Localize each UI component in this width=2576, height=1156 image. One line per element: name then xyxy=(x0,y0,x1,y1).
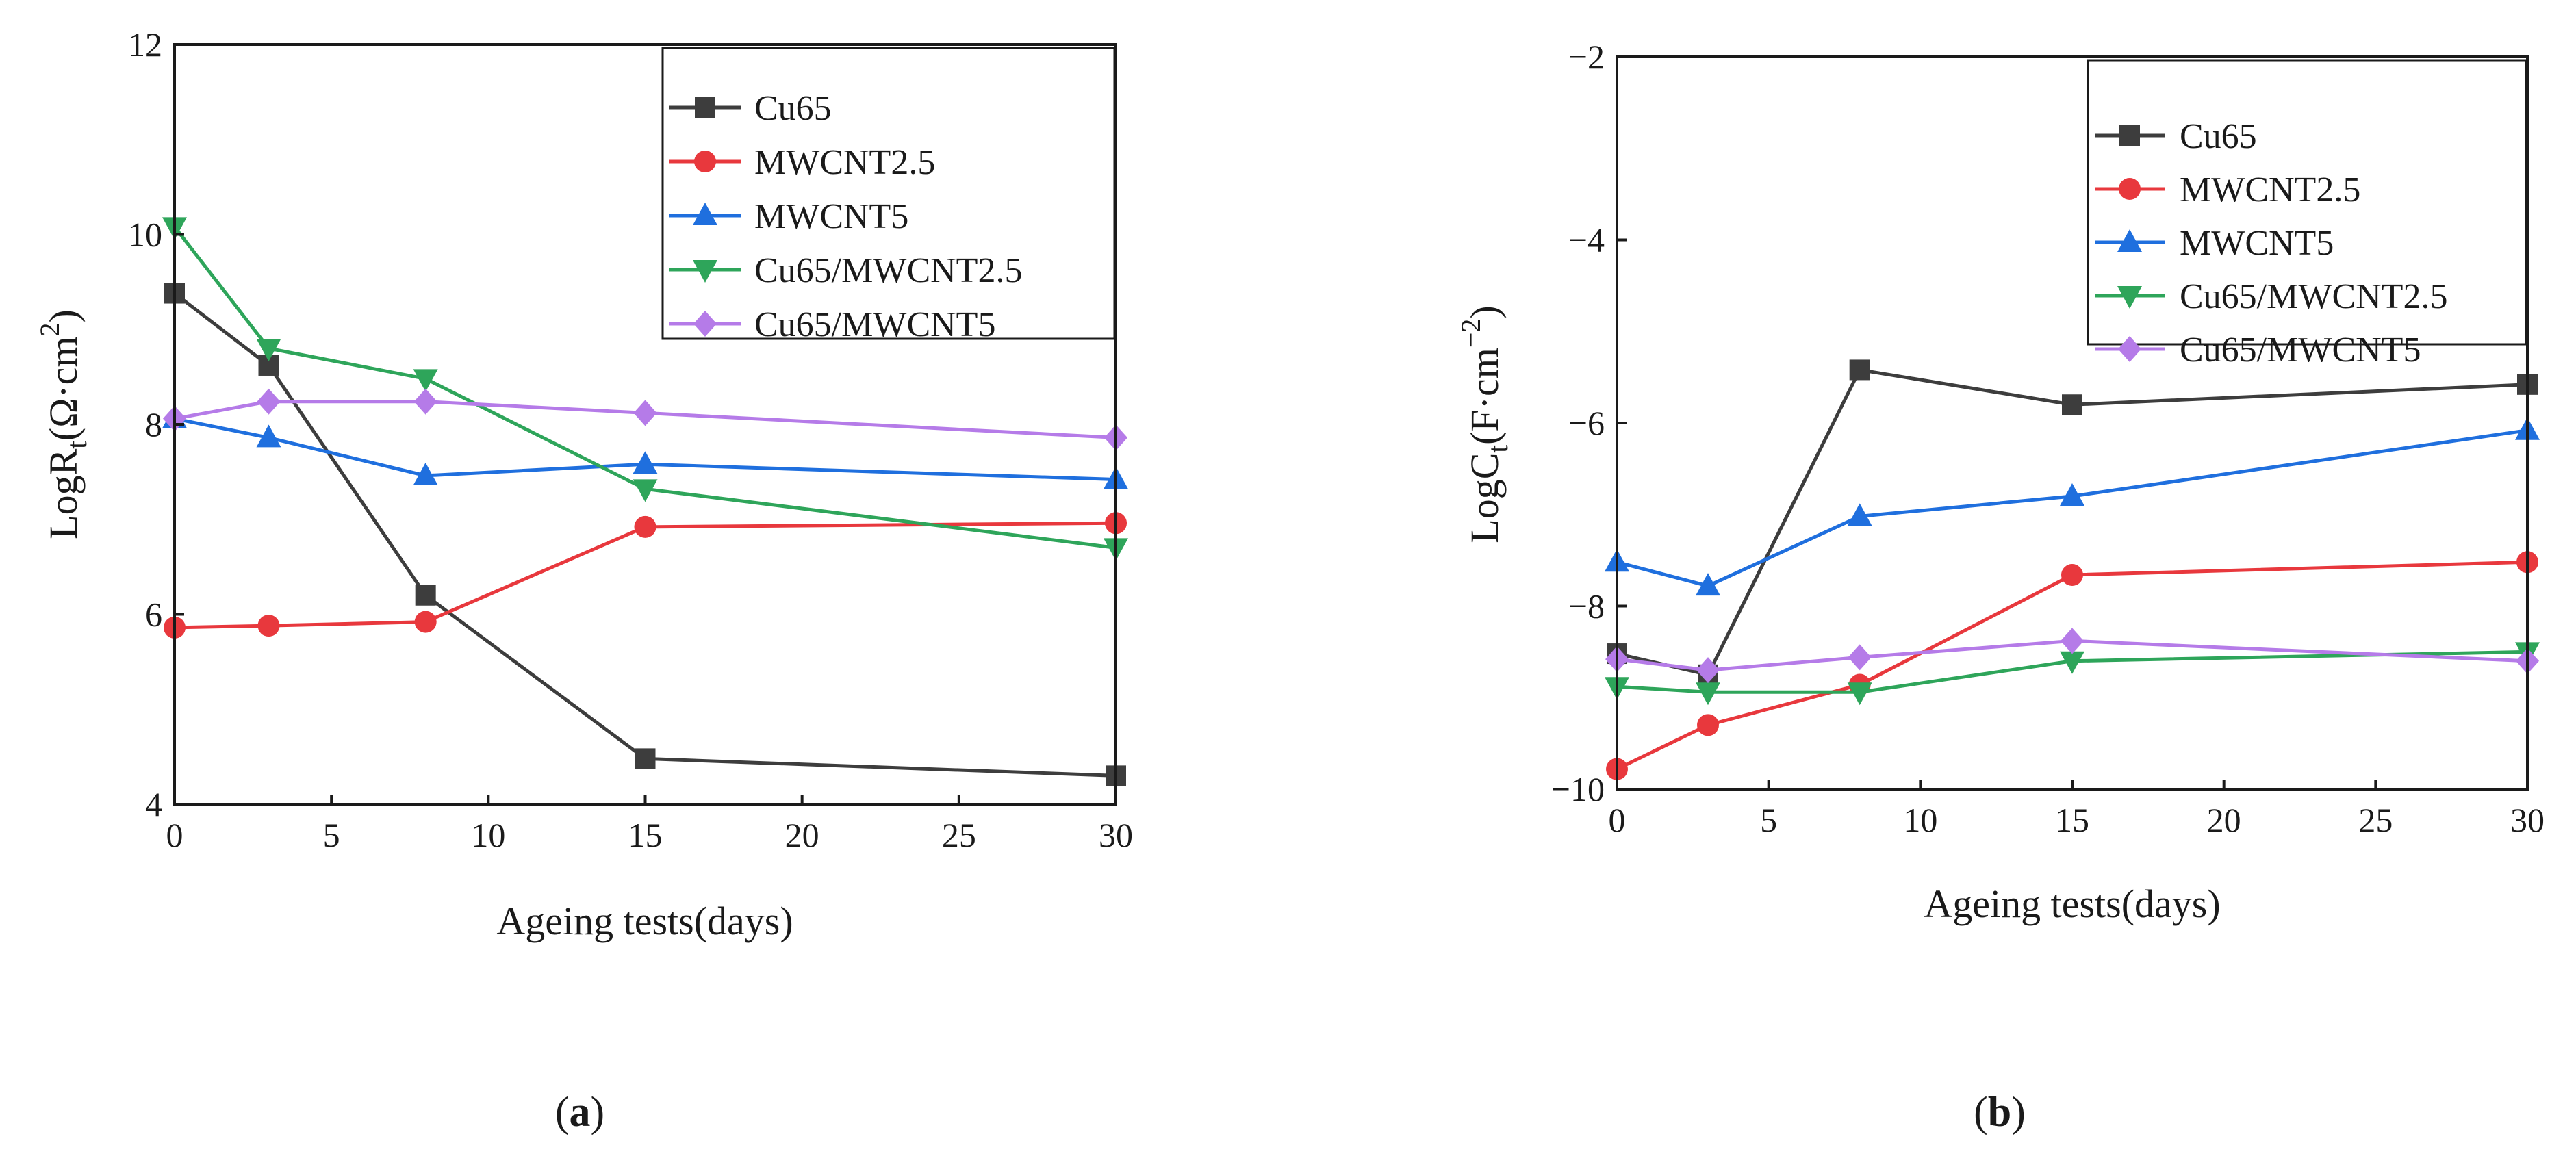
data-point-a-4-3 xyxy=(633,400,657,426)
legend-label-a-0: Cu65 xyxy=(754,89,832,128)
legend-label-a-2: MWCNT5 xyxy=(754,197,908,236)
y-tick-label-b-2: −6 xyxy=(1568,404,1605,442)
chart-panel-b: 0 5 10 15 20 25 30 −10 −8 −6 −4 −2 Ageing tests(day… xyxy=(1455,38,2545,1135)
legend-marker-a-0 xyxy=(695,97,715,118)
data-point-a-0-2 xyxy=(415,585,436,606)
legend-marker-b-4 xyxy=(2118,336,2141,362)
data-point-a-4-2 xyxy=(413,388,437,415)
data-point-b-0-3 xyxy=(2062,394,2082,415)
plot-layer-b xyxy=(1605,359,2540,780)
x-tick-label-a-4: 20 xyxy=(785,816,819,854)
data-point-a-0-3 xyxy=(635,748,656,769)
x-tick-label-b-1: 5 xyxy=(1760,801,1777,839)
x-tick-label-b-5: 25 xyxy=(2358,801,2393,839)
data-point-b-3-2 xyxy=(1847,682,1872,706)
x-tick-label-b-6: 30 xyxy=(2510,801,2545,839)
data-point-b-1-3 xyxy=(2061,564,2083,587)
legend-label-b-4: Cu65/MWCNT5 xyxy=(2180,331,2421,370)
legend-marker-b-0 xyxy=(2119,125,2140,146)
x-tick-label-b-4: 20 xyxy=(2207,801,2241,839)
legend-box-a xyxy=(661,47,1116,340)
x-tick-label-b-3: 15 xyxy=(2055,801,2089,839)
data-point-b-1-1 xyxy=(1697,714,1719,736)
legend-label-b-3: Cu65/MWCNT2.5 xyxy=(2180,277,2447,316)
x-axis-title-a: Ageing tests(days) xyxy=(496,899,793,943)
ticks-layer-a: 0 5 10 15 20 25 30 4 6 8 10 12 xyxy=(128,25,1133,854)
legend-label-b-0: Cu65 xyxy=(2180,117,2257,156)
legend-label-a-3: Cu65/MWCNT2.5 xyxy=(754,251,1022,290)
data-point-a-1-2 xyxy=(414,611,437,633)
x-tick-label-a-2: 10 xyxy=(471,816,505,854)
legend-label-b-1: MWCNT2.5 xyxy=(2180,170,2360,209)
y-tick-label-b-0: −10 xyxy=(1551,770,1605,808)
y-tick-label-a-0: 4 xyxy=(145,785,162,823)
data-point-a-3-3 xyxy=(633,479,658,502)
data-point-a-2-1 xyxy=(256,424,281,448)
x-tick-label-a-3: 15 xyxy=(628,816,663,854)
y-axis-title-b: LogCt(F·cm−2) xyxy=(1455,305,1514,543)
panel-label-b: (b) xyxy=(1974,1089,2026,1135)
legend-label-a-4: Cu65/MWCNT5 xyxy=(754,305,995,344)
x-tick-label-a-5: 25 xyxy=(942,816,976,854)
y-tick-label-b-3: −4 xyxy=(1568,221,1605,259)
data-point-a-1-1 xyxy=(257,615,280,637)
y-tick-label-a-4: 12 xyxy=(128,25,162,64)
legend-b: Cu65 MWCNT2.5 MWCNT5 Cu65/MWCNT2.5 Cu65/MWCN… xyxy=(2087,59,2527,370)
plot-layer-a xyxy=(162,217,1128,786)
y-axis-title-a: LogRt(Ω·cm2) xyxy=(34,309,93,539)
legend-a: Cu65 MWCNT2.5 MWCNT5 Cu65/MWCNT2.5 Cu65/MWCN… xyxy=(661,47,1116,344)
x-tick-label-b-0: 0 xyxy=(1609,801,1626,839)
panel-label-a: (a) xyxy=(555,1089,604,1135)
y-tick-label-a-1: 6 xyxy=(145,595,162,634)
data-point-a-2-2 xyxy=(413,462,438,485)
data-point-b-2-3 xyxy=(2060,483,2084,506)
data-point-b-2-1 xyxy=(1696,573,1720,596)
legend-marker-a-4 xyxy=(693,311,717,337)
data-point-b-4-1 xyxy=(1696,657,1720,684)
data-point-b-3-1 xyxy=(1696,682,1720,706)
x-tick-label-a-6: 30 xyxy=(1099,816,1133,854)
x-axis-title-b: Ageing tests(days) xyxy=(1924,882,2220,926)
y-tick-label-b-1: −8 xyxy=(1568,587,1605,626)
y-tick-label-b-4: −2 xyxy=(1568,38,1605,76)
x-tick-label-a-0: 0 xyxy=(166,816,183,854)
data-point-b-4-3 xyxy=(2061,628,2084,654)
chart-panel-a: 0 5 10 15 20 25 30 4 6 8 10 12 Ageing tests(days) L… xyxy=(34,25,1133,1135)
x-tick-label-b-2: 10 xyxy=(1903,801,1937,839)
y-tick-label-a-3: 10 xyxy=(128,216,162,254)
series-line-b-2 xyxy=(1616,428,2528,588)
legend-marker-b-1 xyxy=(2119,178,2141,200)
legend-marker-a-2 xyxy=(693,203,717,225)
legend-marker-b-3 xyxy=(2117,286,2142,309)
data-point-b-0-2 xyxy=(1849,359,1870,381)
legend-marker-b-2 xyxy=(2117,229,2142,252)
y-tick-label-a-2: 8 xyxy=(145,405,162,444)
data-point-a-4-1 xyxy=(257,388,281,415)
legend-marker-a-3 xyxy=(693,260,717,283)
data-point-b-2-2 xyxy=(1847,503,1872,526)
legend-marker-a-1 xyxy=(694,151,716,172)
data-point-a-3-1 xyxy=(256,339,281,361)
data-point-b-3-3 xyxy=(2060,651,2084,674)
data-point-a-1-3 xyxy=(634,515,656,538)
x-tick-label-a-1: 5 xyxy=(323,816,340,854)
legend-label-b-2: MWCNT5 xyxy=(2180,224,2334,263)
legend-label-a-1: MWCNT2.5 xyxy=(754,143,935,182)
data-point-b-4-2 xyxy=(1848,644,1872,671)
data-point-a-3-2 xyxy=(413,369,438,392)
data-point-a-2-3 xyxy=(633,451,658,474)
ticks-layer-b: 0 5 10 15 20 25 30 −10 −8 −6 −4 −2 xyxy=(1551,38,2545,839)
series-line-a-1 xyxy=(174,521,1117,630)
